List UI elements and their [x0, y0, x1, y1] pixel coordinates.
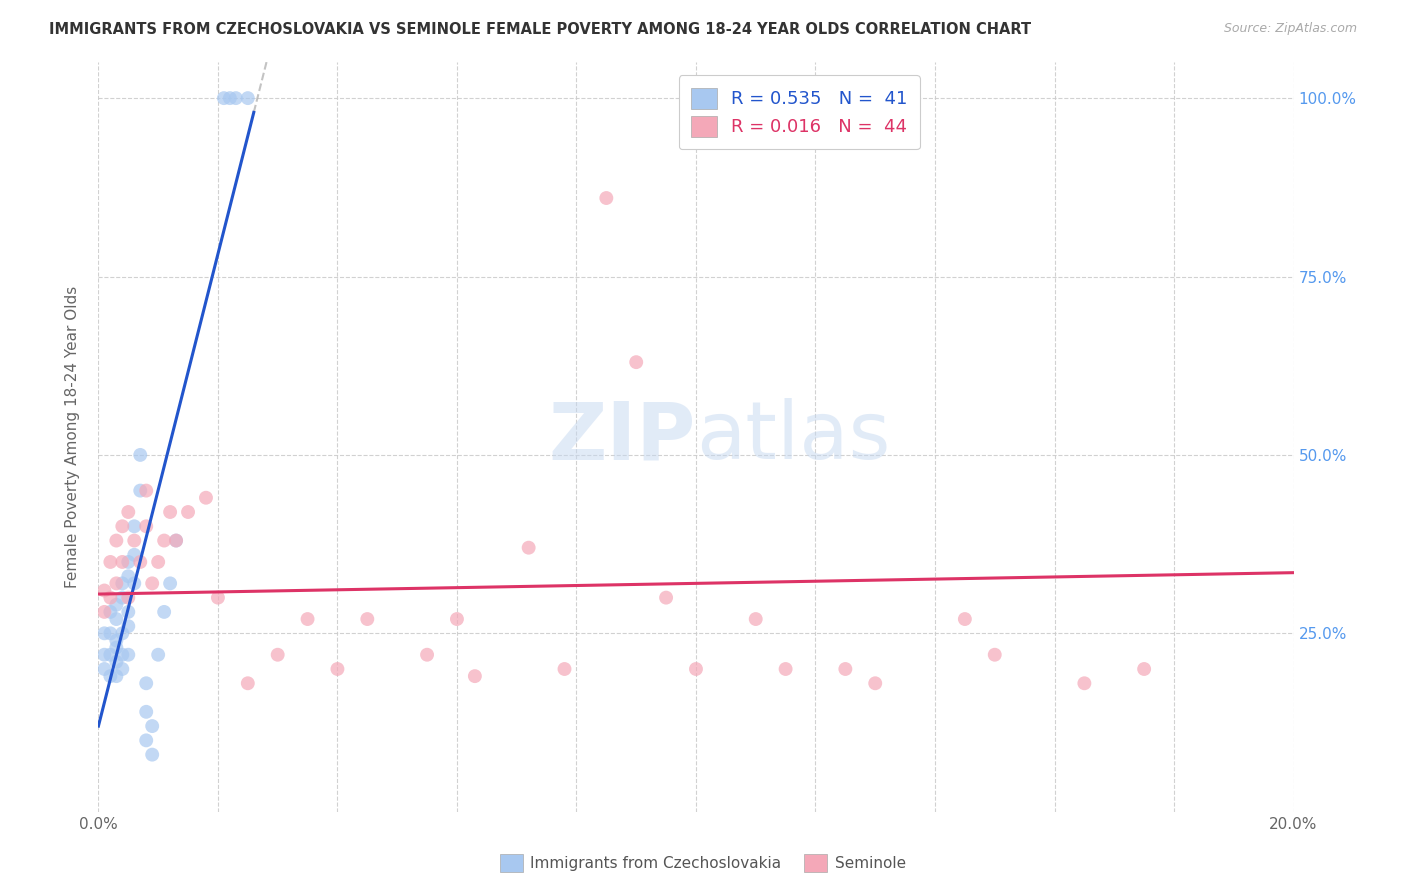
Point	[98, 648, 122, 662]
Point	[111, 555, 134, 569]
Point	[517, 541, 540, 555]
Legend: R = 0.535   N =  41, R = 0.016   N =  44: R = 0.535 N = 41, R = 0.016 N = 44	[679, 75, 920, 150]
Point	[159, 576, 181, 591]
Point	[195, 491, 218, 505]
Point	[177, 505, 200, 519]
Point	[117, 591, 139, 605]
Point	[124, 548, 146, 562]
Point	[135, 519, 157, 533]
Point	[124, 519, 146, 533]
Point	[105, 655, 128, 669]
Point	[1073, 676, 1095, 690]
Text: IMMIGRANTS FROM CZECHOSLOVAKIA VS SEMINOLE FEMALE POVERTY AMONG 18-24 YEAR OLDS : IMMIGRANTS FROM CZECHOSLOVAKIA VS SEMINO…	[49, 22, 1032, 37]
Point	[775, 662, 797, 676]
Point	[865, 676, 887, 690]
Point	[105, 640, 128, 655]
Point	[98, 626, 122, 640]
Point	[219, 91, 242, 105]
Point	[98, 591, 122, 605]
Point	[165, 533, 187, 548]
Point	[834, 662, 856, 676]
Point	[236, 91, 259, 105]
Point	[98, 669, 122, 683]
Point	[111, 591, 134, 605]
Point	[225, 91, 247, 105]
Point	[236, 676, 259, 690]
Point	[105, 533, 128, 548]
Point	[135, 733, 157, 747]
Point	[105, 612, 128, 626]
Y-axis label: Female Poverty Among 18-24 Year Olds: Female Poverty Among 18-24 Year Olds	[65, 286, 80, 588]
Point	[111, 626, 134, 640]
Point	[93, 605, 115, 619]
Point	[98, 555, 122, 569]
Point	[93, 662, 115, 676]
Point	[141, 719, 163, 733]
Point	[111, 576, 134, 591]
Point	[446, 612, 468, 626]
Point	[1133, 662, 1156, 676]
Point	[105, 598, 128, 612]
Point	[416, 648, 439, 662]
Point	[267, 648, 290, 662]
Point	[153, 605, 176, 619]
Text: ZIP: ZIP	[548, 398, 696, 476]
Point	[141, 576, 163, 591]
Point	[212, 91, 235, 105]
Point	[117, 505, 139, 519]
Point	[111, 519, 134, 533]
Point	[135, 676, 157, 690]
Point	[626, 355, 648, 369]
Point	[93, 648, 115, 662]
Point	[464, 669, 486, 683]
Point	[117, 648, 139, 662]
Point	[297, 612, 319, 626]
Point	[356, 612, 378, 626]
Point	[117, 555, 139, 569]
Point	[124, 533, 146, 548]
Point	[105, 633, 128, 648]
Point	[98, 605, 122, 619]
Point	[135, 483, 157, 498]
Point	[685, 662, 707, 676]
Point	[153, 533, 176, 548]
Point	[129, 555, 152, 569]
Point	[165, 533, 187, 548]
Point	[148, 555, 170, 569]
Legend: Immigrants from Czechoslovakia, Seminole: Immigrants from Czechoslovakia, Seminole	[492, 846, 914, 880]
Point	[326, 662, 349, 676]
Point	[148, 648, 170, 662]
Text: Source: ZipAtlas.com: Source: ZipAtlas.com	[1223, 22, 1357, 36]
Point	[124, 576, 146, 591]
Point	[105, 669, 128, 683]
Point	[655, 591, 678, 605]
Point	[93, 583, 115, 598]
Point	[984, 648, 1007, 662]
Point	[554, 662, 576, 676]
Point	[111, 648, 134, 662]
Point	[745, 612, 768, 626]
Point	[129, 448, 152, 462]
Point	[93, 626, 115, 640]
Point	[159, 505, 181, 519]
Point	[111, 662, 134, 676]
Point	[595, 191, 617, 205]
Point	[117, 619, 139, 633]
Point	[953, 612, 976, 626]
Point	[105, 576, 128, 591]
Text: atlas: atlas	[696, 398, 890, 476]
Point	[129, 483, 152, 498]
Point	[141, 747, 163, 762]
Point	[135, 705, 157, 719]
Point	[207, 591, 229, 605]
Point	[117, 569, 139, 583]
Point	[117, 605, 139, 619]
